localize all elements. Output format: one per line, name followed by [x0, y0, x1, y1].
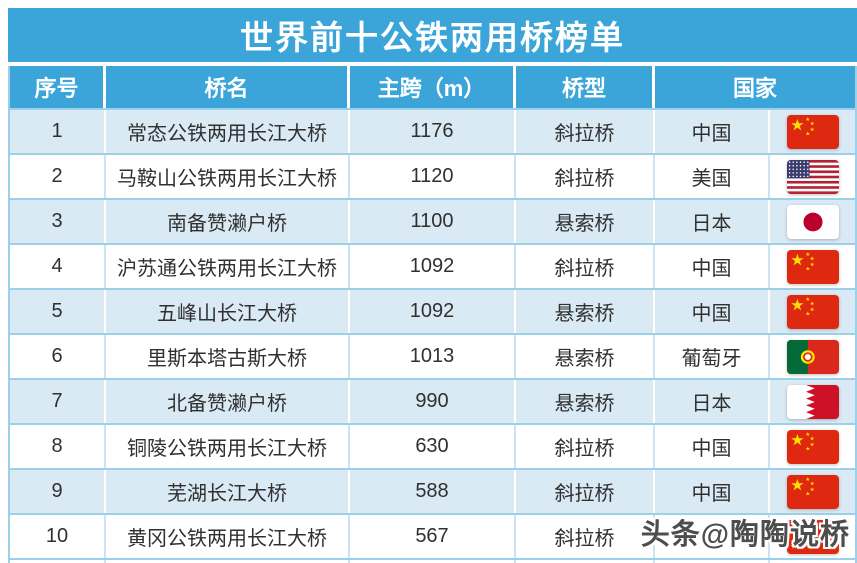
bahrain-flag-icon: [786, 384, 839, 419]
rank-cell: 10: [10, 515, 106, 558]
flag-cell: [770, 470, 855, 513]
rank-cell: 9: [10, 470, 106, 513]
bridge-name-cell: 南备赞濑户桥: [106, 200, 350, 243]
main-span-cell: 1100: [350, 200, 516, 243]
china-flag-icon: [786, 294, 839, 329]
rank-cell: 5: [10, 290, 106, 333]
main-span-cell: 1120: [350, 155, 516, 198]
bridge-type-cell: 斜拉桥: [516, 515, 655, 558]
china-flag-icon: [786, 429, 839, 464]
header-bridge-type: 桥型: [516, 66, 655, 108]
table-row: 5 五峰山长江大桥 1092 悬索桥 中国: [10, 288, 855, 333]
table-row: 1 常态公铁两用长江大桥 1176 斜拉桥 中国: [10, 108, 855, 153]
table-body: 1 常态公铁两用长江大桥 1176 斜拉桥 中国 2 马鞍山公铁两用长江大桥 1120 斜拉桥美…: [10, 108, 855, 558]
main-span-cell: 588: [350, 470, 516, 513]
bridge-name-cell: 沪苏通公铁两用长江大桥: [106, 245, 350, 288]
main-span-cell: 1092: [350, 245, 516, 288]
bridge-name-cell: 常态公铁两用长江大桥: [106, 110, 350, 153]
header-main-span: 主跨（m）: [350, 66, 516, 108]
country-cell: 中国: [655, 470, 770, 513]
table-row: 10 黄冈公铁两用长江大桥 567 斜拉桥: [10, 513, 855, 558]
country-cell: [655, 515, 770, 558]
bridge-type-cell: 悬索桥: [516, 380, 655, 423]
bridge-type-cell: 斜拉桥: [516, 425, 655, 468]
flag-cell: [770, 290, 855, 333]
header-bridge-name: 桥名: [106, 66, 350, 108]
bridge-name-cell: 北备赞濑户桥: [106, 380, 350, 423]
title-divider: [8, 62, 857, 66]
rank-cell: 1: [10, 110, 106, 153]
china-flag-icon: [786, 474, 839, 509]
rank-cell: 6: [10, 335, 106, 378]
bridge-type-cell: 斜拉桥: [516, 110, 655, 153]
rank-cell: 2: [10, 155, 106, 198]
country-cell: 中国: [655, 290, 770, 333]
main-span-cell: 1176: [350, 110, 516, 153]
bridge-name-cell: 黄冈公铁两用长江大桥: [106, 515, 350, 558]
bridge-type-cell: 斜拉桥: [516, 245, 655, 288]
watermark: 头条@陶陶说桥: [640, 519, 850, 551]
bridge-name-cell: 芜湖长江大桥: [106, 470, 350, 513]
china-flag-icon: [786, 519, 839, 554]
table-row: 8 铜陵公铁两用长江大桥 630 斜拉桥 中国: [10, 423, 855, 468]
main-span-cell: 1013: [350, 335, 516, 378]
china-flag-icon: [786, 249, 839, 284]
table-title: 世界前十公铁两用桥榜单: [8, 8, 857, 62]
bridge-name-cell: 铜陵公铁两用长江大桥: [106, 425, 350, 468]
main-span-cell: 990: [350, 380, 516, 423]
country-cell: 美国: [655, 155, 770, 198]
flag-cell: [770, 200, 855, 243]
country-cell: 中国: [655, 110, 770, 153]
country-cell: 日本: [655, 380, 770, 423]
japan-flag-icon: [786, 204, 839, 239]
bridge-name-cell: 五峰山长江大桥: [106, 290, 350, 333]
country-cell: 中国: [655, 245, 770, 288]
table-row: 6 里斯本塔古斯大桥 1013 悬索桥 葡萄牙: [10, 333, 855, 378]
bridge-type-cell: 悬索桥: [516, 290, 655, 333]
portugal-flag-icon: [786, 339, 839, 374]
country-cell: 日本: [655, 200, 770, 243]
rank-cell: 7: [10, 380, 106, 423]
bridge-type-cell: 斜拉桥: [516, 155, 655, 198]
flag-cell: [770, 425, 855, 468]
table-row: 9 芜湖长江大桥 588 斜拉桥 中国: [10, 468, 855, 513]
flag-cell: [770, 515, 855, 558]
rank-cell: 3: [10, 200, 106, 243]
bridge-type-cell: 斜拉桥: [516, 470, 655, 513]
table-header-row: 序号 桥名 主跨（m） 桥型 国家: [10, 66, 855, 108]
bridge-name-cell: 里斯本塔古斯大桥: [106, 335, 350, 378]
bridge-name-cell: 马鞍山公铁两用长江大桥: [106, 155, 350, 198]
country-cell: 中国: [655, 425, 770, 468]
table-row: 3 南备赞濑户桥 1100 悬索桥 日本: [10, 198, 855, 243]
usa-flag-icon: [786, 159, 839, 194]
header-country: 国家: [732, 76, 777, 101]
table-row: 2 马鞍山公铁两用长江大桥 1120 斜拉桥 美国: [10, 153, 855, 198]
flag-cell: [770, 335, 855, 378]
ranking-table: 世界前十公铁两用桥榜单 序号 桥名 主跨（m） 桥型 国家 1 常态公铁两用长江大…: [8, 8, 857, 563]
bridge-type-cell: 悬索桥: [516, 335, 655, 378]
main-span-cell: 630: [350, 425, 516, 468]
table-row: 4 沪苏通公铁两用长江大桥 1092 斜拉桥 中国: [10, 243, 855, 288]
main-span-cell: 567: [350, 515, 516, 558]
table-row: 7 北备赞濑户桥 990 悬索桥 日本: [10, 378, 855, 423]
country-cell: 葡萄牙: [655, 335, 770, 378]
flag-cell: [770, 380, 855, 423]
flag-cell: [770, 245, 855, 288]
partial-next-row: [10, 558, 855, 563]
bridge-type-cell: 悬索桥: [516, 200, 655, 243]
rank-cell: 8: [10, 425, 106, 468]
main-span-cell: 1092: [350, 290, 516, 333]
flag-cell: [770, 155, 855, 198]
rank-cell: 4: [10, 245, 106, 288]
flag-cell: [770, 110, 855, 153]
header-rank: 序号: [10, 66, 106, 108]
china-flag-icon: [786, 114, 839, 149]
